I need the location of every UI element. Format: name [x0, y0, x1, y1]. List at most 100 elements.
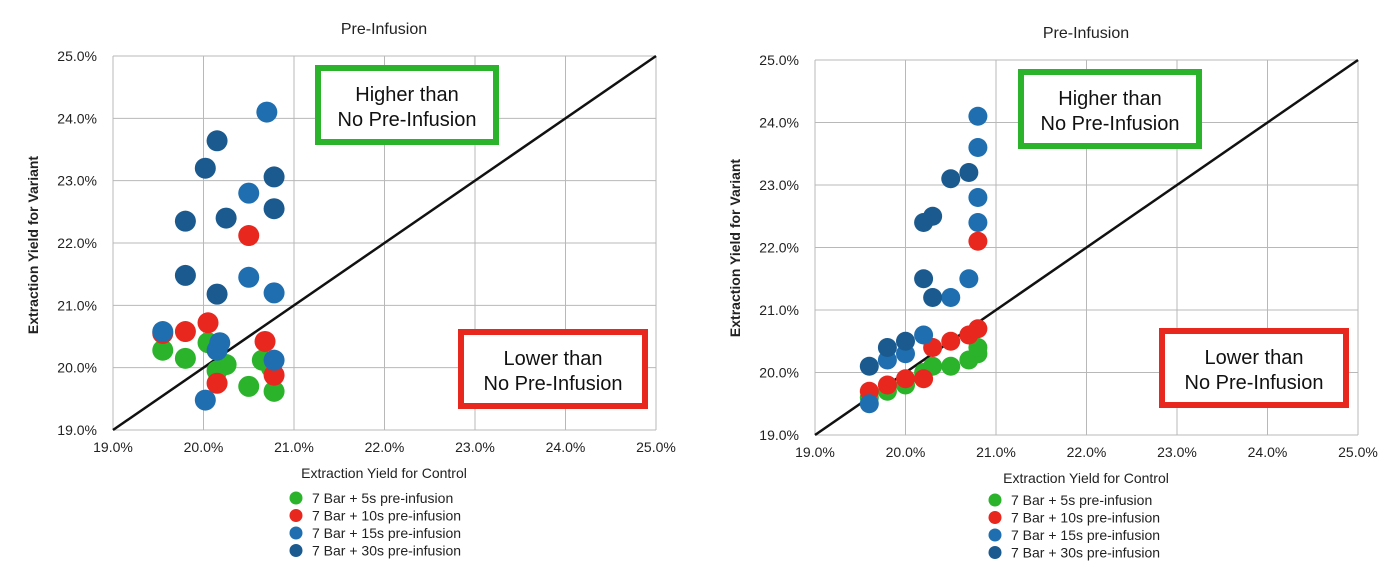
y-tick-label: 22.0% [57, 235, 97, 251]
data-point [206, 130, 228, 152]
x-tick-label: 25.0% [636, 439, 676, 455]
data-point [959, 269, 979, 289]
data-point [923, 206, 943, 226]
legend-marker [289, 526, 303, 540]
y-tick-label: 22.0% [759, 240, 799, 256]
lower-annotation-frame [1159, 328, 1349, 408]
x-tick-label: 19.0% [93, 439, 133, 455]
chart-title: Pre-Infusion [341, 21, 427, 38]
data-point [859, 356, 879, 376]
y-axis-label: Extraction Yield for Variant [727, 159, 743, 338]
legend-marker [289, 509, 303, 522]
data-point [896, 369, 915, 389]
data-point [206, 372, 228, 394]
data-point [206, 283, 228, 305]
data-point [152, 321, 174, 343]
x-tick-label: 20.0% [886, 444, 926, 460]
x-tick-label: 21.0% [274, 439, 314, 455]
data-point [209, 332, 231, 354]
data-point [263, 380, 285, 402]
series [859, 163, 979, 376]
y-tick-label: 19.0% [57, 422, 97, 438]
x-axis-label: Extraction Yield for Control [301, 465, 467, 481]
y-tick-label: 19.0% [759, 427, 799, 443]
legend-label: 7 Bar + 10s pre-infusion [312, 508, 461, 524]
series [859, 231, 988, 401]
data-point [896, 331, 915, 351]
legend-label: 7 Bar + 5s pre-infusion [1011, 492, 1152, 508]
series [174, 130, 285, 305]
data-point [254, 330, 276, 352]
y-tick-label: 21.0% [759, 302, 799, 318]
higher-annotation: Higher than No Pre-Infusion [315, 65, 499, 145]
data-point [263, 166, 285, 188]
legend-marker [988, 511, 1002, 524]
y-tick-label: 23.0% [57, 173, 97, 189]
data-point [877, 375, 897, 395]
data-point [197, 312, 219, 334]
higher-annotation-text: No Pre-Infusion [1041, 113, 1180, 135]
x-tick-label: 22.0% [1067, 444, 1107, 460]
y-tick-label: 25.0% [57, 48, 97, 64]
data-point [263, 282, 285, 304]
data-point [174, 264, 196, 286]
y-tick-label: 24.0% [759, 115, 799, 131]
data-point [859, 394, 879, 414]
legend: 7 Bar + 5s pre-infusion 7 Bar + 10s pre-i… [289, 490, 461, 559]
x-tick-label: 22.0% [365, 439, 405, 455]
legend-marker [988, 493, 1002, 507]
data-point [263, 364, 285, 386]
data-point [941, 356, 961, 376]
data-point [968, 319, 988, 339]
series [859, 106, 988, 414]
data-point [968, 213, 988, 232]
y-tick-label: 21.0% [57, 297, 97, 313]
data-point [914, 369, 934, 389]
data-point [238, 375, 260, 397]
legend-marker [988, 546, 1002, 559]
x-tick-label: 23.0% [1157, 444, 1197, 460]
data-point [941, 288, 961, 307]
data-point [941, 331, 961, 351]
x-tick-label: 19.0% [795, 444, 835, 460]
data-point [263, 198, 285, 220]
data-point [877, 338, 897, 357]
legend-label: 7 Bar + 15s pre-infusion [1011, 527, 1160, 543]
higher-annotation-frame [1018, 69, 1202, 149]
data-point [215, 207, 237, 229]
higher-annotation-frame [315, 65, 499, 145]
legend-label: 7 Bar + 30s pre-infusion [1011, 545, 1160, 561]
legend-marker [988, 528, 1002, 542]
lower-annotation-text: No Pre-Infusion [1185, 372, 1324, 394]
data-point [959, 163, 979, 182]
legend-label: 7 Bar + 30s pre-infusion [312, 543, 461, 559]
chart-title: Pre-Infusion [1043, 25, 1129, 42]
data-point [914, 269, 934, 289]
chart-right: Pre-Infusion Extraction Yield for Varian… [727, 25, 1378, 561]
data-point [194, 389, 216, 411]
x-tick-label: 24.0% [1248, 444, 1288, 460]
x-axis-label: Extraction Yield for Control [1003, 470, 1169, 486]
data-point [174, 347, 196, 369]
y-tick-label: 20.0% [57, 360, 97, 376]
chart-left: Pre-Infusion Extraction Yield for Varian… [25, 21, 676, 559]
data-point [968, 106, 988, 126]
y-tick-label: 24.0% [57, 110, 97, 126]
data-point [238, 182, 260, 204]
data-point [194, 157, 216, 179]
reference-line [112, 54, 657, 432]
data-point [174, 210, 196, 232]
data-point [968, 138, 988, 157]
y-axis-label: Extraction Yield for Variant [25, 156, 41, 335]
lower-annotation: Lower than No Pre-Infusion [458, 329, 648, 409]
y-tick-label: 25.0% [759, 52, 799, 68]
higher-annotation-text: Higher than [355, 84, 458, 106]
lower-annotation-text: Lower than [504, 348, 603, 370]
legend-label: 7 Bar + 5s pre-infusion [312, 490, 453, 506]
data-point [914, 325, 934, 345]
x-tick-label: 20.0% [184, 439, 224, 455]
data-point [174, 321, 196, 343]
data-point [923, 288, 943, 307]
data-point [238, 266, 260, 288]
